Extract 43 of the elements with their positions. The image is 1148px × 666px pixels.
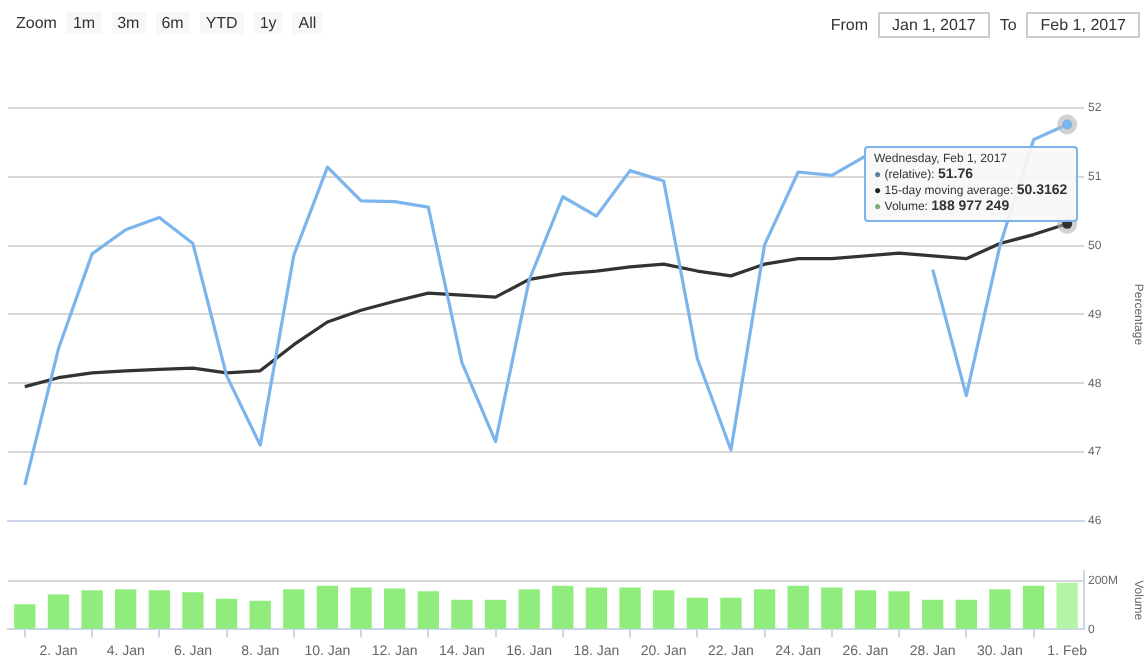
- bar: [115, 589, 137, 629]
- bar: [1056, 582, 1078, 629]
- bar: [821, 587, 843, 629]
- bar: [14, 604, 36, 629]
- bar: [417, 591, 439, 629]
- bar: [955, 599, 977, 629]
- bar: [215, 598, 238, 629]
- bar: [518, 589, 540, 629]
- text: 3m: [111, 12, 146, 34]
- bar: [350, 587, 372, 629]
- bar: [451, 599, 473, 629]
- bar: [47, 594, 70, 629]
- text: YTD: [199, 12, 244, 34]
- bar: [1022, 585, 1045, 629]
- text: To: [999, 16, 1017, 34]
- bar: [753, 589, 776, 629]
- bar: [283, 589, 305, 629]
- text: From: [830, 16, 869, 34]
- bar: [787, 585, 809, 629]
- bar: [888, 591, 910, 629]
- bar: [619, 587, 641, 629]
- bar: [249, 600, 271, 629]
- bar: [182, 592, 204, 629]
- bar: [686, 597, 708, 629]
- bar: [81, 590, 103, 629]
- text: Jan 1, 2017: [878, 12, 990, 38]
- bar: [585, 587, 608, 629]
- bar: [989, 589, 1011, 629]
- bar: [854, 590, 877, 629]
- bar: [384, 588, 406, 629]
- text: All: [292, 12, 323, 34]
- bar: [148, 590, 170, 629]
- bar: [552, 585, 574, 629]
- text: 1y: [253, 12, 283, 34]
- bar: [922, 599, 944, 629]
- text: 6m: [155, 12, 190, 34]
- text: Zoom: [16, 14, 57, 32]
- bar: [653, 590, 675, 629]
- bar: [484, 599, 507, 629]
- bar: [720, 597, 742, 629]
- text: 1m: [66, 12, 102, 34]
- bar: [316, 585, 339, 629]
- text: Feb 1, 2017: [1026, 12, 1140, 38]
